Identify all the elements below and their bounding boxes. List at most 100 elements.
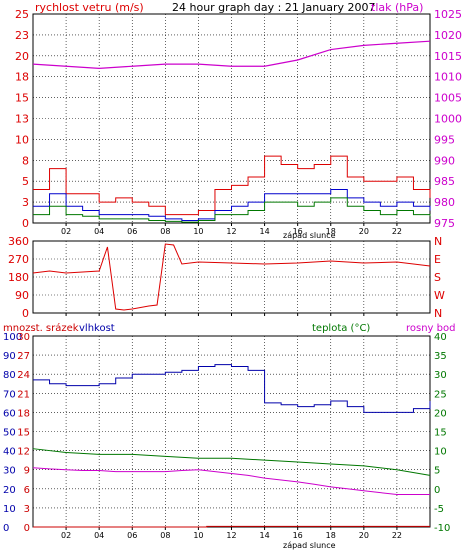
y-tick-label-humidity: 40 <box>3 447 16 458</box>
y-tick-label-left: 13 <box>15 113 29 126</box>
x-tick-label: 02 <box>61 227 71 236</box>
y-tick-label-right: 985 <box>434 175 455 188</box>
x-tick-label: 16 <box>293 531 303 540</box>
y-tick-label-right: 35 <box>434 351 447 362</box>
dewpoint-axis-label: rosny bod <box>406 323 455 334</box>
y-tick-label-right: 1005 <box>434 92 462 105</box>
y-tick-label-right: 1010 <box>434 71 462 84</box>
y-tick-label-rain: 3 <box>24 504 30 515</box>
series-wind_avg <box>33 189 431 221</box>
y-tick-label-rain: 21 <box>17 389 30 400</box>
series-dewpoint <box>32 467 430 496</box>
y-tick-label-rain: 12 <box>17 447 30 458</box>
sunset-label-top: západ slunce <box>283 231 336 240</box>
x-tick-label: 12 <box>226 227 236 236</box>
y-tick-label-right: 25 <box>434 389 447 400</box>
y-tick-label-rain: 0 <box>24 523 30 534</box>
y-tick-label-humidity: 0 <box>3 523 9 534</box>
x-tick-label: 14 <box>259 227 269 236</box>
y-tick-label-humidity: 10 <box>3 504 16 515</box>
y-tick-label-right: N <box>434 307 442 320</box>
x-tick-label: 16 <box>293 227 303 236</box>
y-tick-label-left: 23 <box>15 29 29 42</box>
y-tick-label-right: 995 <box>434 133 455 146</box>
x-tick-label: 08 <box>160 227 170 236</box>
y-tick-label-left: 20 <box>15 50 29 63</box>
y-tick-label-left: 8 <box>22 154 29 167</box>
y-tick-label-right: 10 <box>434 447 447 458</box>
y-tick-label-left: 360 <box>8 235 29 248</box>
y-tick-label-humidity: 30 <box>3 466 16 477</box>
y-tick-label-left: 180 <box>8 271 29 284</box>
y-tick-label-humidity: 20 <box>3 485 16 496</box>
y-tick-label-right: 5 <box>434 466 440 477</box>
y-tick-label-humidity: 80 <box>3 370 16 381</box>
series-humidity <box>33 364 431 413</box>
y-tick-label-right: 1000 <box>434 113 462 126</box>
y-tick-label-right: 1020 <box>434 29 462 42</box>
x-tick-label: 10 <box>193 531 203 540</box>
y-tick-label-left: 18 <box>15 71 29 84</box>
x-tick-label: 02 <box>61 531 71 540</box>
y-tick-label-left: 15 <box>15 92 29 105</box>
y-tick-label-right: W <box>434 289 445 302</box>
x-tick-label: 12 <box>226 531 236 540</box>
y-tick-label-right: N <box>434 235 442 248</box>
y-tick-label-rain: 27 <box>17 351 30 362</box>
y-tick-label-rain: 9 <box>24 466 30 477</box>
y-tick-label-rain: 6 <box>24 485 30 496</box>
y-tick-label-humidity: 90 <box>3 351 16 362</box>
y-tick-label-rain: 15 <box>17 428 30 439</box>
y-tick-label-right: 1025 <box>434 8 462 21</box>
series-wind_green <box>33 197 431 223</box>
y-tick-label-rain: 24 <box>17 370 30 381</box>
humidity-axis-label: vlhkost <box>79 323 115 334</box>
y-tick-label-right: 1015 <box>434 50 462 63</box>
y-tick-label-right: 20 <box>434 408 447 419</box>
x-tick-label: 06 <box>127 227 137 236</box>
x-tick-label: 10 <box>193 227 203 236</box>
series-wind <box>33 155 431 216</box>
x-tick-label: 20 <box>359 227 369 236</box>
x-tick-label: 22 <box>392 227 402 236</box>
y-tick-label-left: 3 <box>22 196 29 209</box>
pressure-axis-label: tlak (hPa) <box>371 1 423 14</box>
y-tick-label-humidity: 60 <box>3 408 16 419</box>
y-tick-label-left: 90 <box>15 289 29 302</box>
y-tick-label-left: 5 <box>22 175 29 188</box>
series-pressure <box>32 40 431 69</box>
x-tick-label: 20 <box>359 531 369 540</box>
y-tick-label-right: E <box>434 253 441 266</box>
chart-layer: 02 04 06 08 10 12 14 16 18 20 22035810131518202325… <box>3 8 462 540</box>
x-tick-label: 08 <box>160 531 170 540</box>
x-tick-label: 14 <box>259 531 269 540</box>
y-tick-label-right: 0 <box>434 485 440 496</box>
wind-axis-label: rychlost vetru (m/s) <box>35 1 144 14</box>
x-tick-label: 22 <box>392 531 402 540</box>
y-tick-label-rain: 30 <box>17 332 30 343</box>
y-tick-label-right: 980 <box>434 196 455 209</box>
y-tick-label-left: 0 <box>22 217 29 230</box>
y-tick-label-right: 30 <box>434 370 447 381</box>
x-tick-label: 18 <box>326 531 336 540</box>
temperature-axis-label: teplota (°C) <box>312 323 370 334</box>
y-tick-label-humidity: 70 <box>3 389 16 400</box>
x-tick-label: 18 <box>326 227 336 236</box>
y-tick-label-right: -10 <box>434 523 450 534</box>
y-tick-label-right: 15 <box>434 428 447 439</box>
series-temperature <box>32 448 431 476</box>
rain-axis-label: mnozst. srázek <box>3 322 79 334</box>
y-tick-label-left: 270 <box>8 253 29 266</box>
y-tick-label-rain: 18 <box>17 408 30 419</box>
y-tick-label-humidity: 100 <box>3 332 22 343</box>
sunset-label-bottom: západ slunce <box>283 541 336 550</box>
x-tick-label: 04 <box>94 531 104 540</box>
y-tick-label-left: 0 <box>22 307 29 320</box>
series-rain <box>33 525 430 528</box>
x-tick-label: 04 <box>94 227 104 236</box>
y-tick-label-right: 40 <box>434 332 447 343</box>
y-tick-label-right: S <box>434 271 441 284</box>
y-tick-label-right: 990 <box>434 154 455 167</box>
